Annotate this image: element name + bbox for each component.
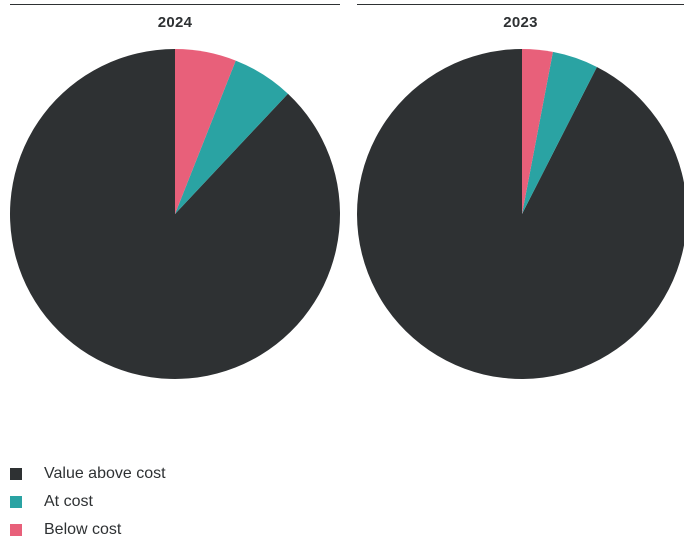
legend-item-below-cost: Below cost bbox=[10, 516, 166, 544]
legend: Value above cost At cost Below cost bbox=[10, 460, 166, 544]
legend-label: Value above cost bbox=[44, 465, 166, 482]
legend-item-at-cost: At cost bbox=[10, 488, 166, 516]
pie-slice-2024-at-cost bbox=[175, 60, 288, 214]
legend-swatch bbox=[10, 468, 22, 480]
top-rule bbox=[357, 4, 684, 5]
pie-title-2024: 2024 bbox=[157, 14, 193, 31]
pie-slice-2024-below-cost bbox=[175, 49, 236, 214]
legend-swatch bbox=[10, 496, 22, 508]
pie-slice-2024-value-above-cost bbox=[9, 49, 341, 379]
legend-label: Below cost bbox=[44, 521, 122, 538]
legend-swatch bbox=[10, 524, 22, 536]
pie-title-2023: 2023 bbox=[503, 14, 538, 31]
legend-item-value-above-cost: Value above cost bbox=[10, 460, 166, 488]
pie-slice-2023-value-above-cost bbox=[357, 49, 684, 379]
pie-slice-2023-at-cost bbox=[522, 51, 597, 214]
top-rule bbox=[10, 4, 340, 5]
legend-label: At cost bbox=[44, 493, 93, 510]
pie-slice-2023-below-cost bbox=[522, 49, 553, 214]
